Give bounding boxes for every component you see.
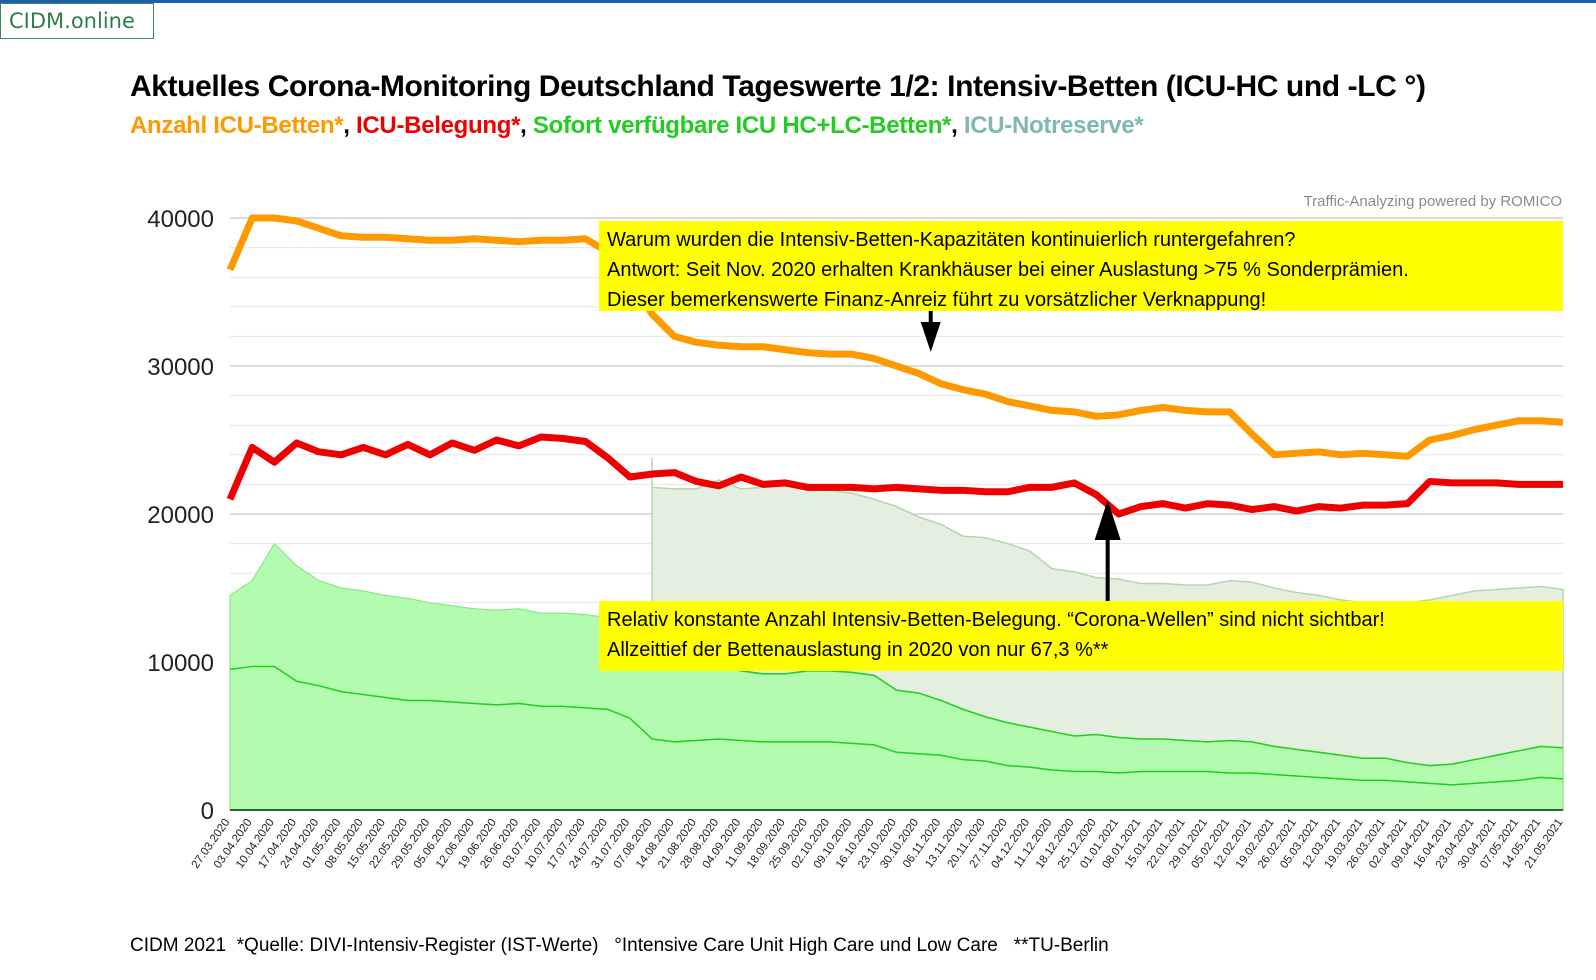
legend-icu-reserve: ICU-Notreserve* <box>963 112 1144 139</box>
y-tick-label: 0 <box>201 798 214 825</box>
legend-icu-beds: Anzahl ICU-Betten* <box>130 112 344 139</box>
annotation-bottom-line: Relativ konstante Anzahl Intensiv-Betten… <box>607 609 1385 631</box>
annotation-top-line: Antwort: Seit Nov. 2020 erhalten Krankhä… <box>607 259 1409 281</box>
credit-text: Traffic-Analyzing powered by ROMICO <box>1303 193 1562 210</box>
line-series <box>226 214 1564 786</box>
legend-subtitle: Anzahl ICU-Betten*, ICU-Belegung*, Sofor… <box>130 112 1144 140</box>
series-line-icu-beds <box>226 214 1564 460</box>
legend-separator: , <box>951 112 964 139</box>
footer-source: CIDM 2021 *Quelle: DIVI-Intensiv-Registe… <box>130 935 1109 956</box>
annotation-bottom-line: Allzeittief der Bettenauslastung in 2020… <box>607 639 1109 661</box>
series-line-icu-free <box>629 624 1564 767</box>
chart-title: Aktuelles Corona-Monitoring Deutschland … <box>130 70 1426 103</box>
annotation-arrows <box>920 311 1121 601</box>
y-tick-label: 40000 <box>147 206 214 233</box>
annotation-bottom: Relativ konstante Anzahl Intensiv-Betten… <box>599 601 1563 671</box>
y-axis-ticks: 0 10000 20000 30000 40000 <box>147 206 214 825</box>
annotation-top: Warum wurden die Intensiv-Betten-Kapazit… <box>599 221 1563 311</box>
y-tick-label: 20000 <box>147 502 214 529</box>
top-accent-bar <box>0 0 1596 3</box>
annotation-top-line: Dieser bemerkenswerte Finanz-Anreiz führ… <box>607 289 1267 311</box>
legend-separator: , <box>343 112 357 139</box>
series-line-icu-occupancy <box>226 433 1563 518</box>
y-tick-label: 10000 <box>147 650 214 677</box>
arrow-up-icon <box>1094 500 1121 540</box>
brand-logo[interactable]: CIDM.online <box>0 3 154 39</box>
y-tick-label: 30000 <box>147 354 214 381</box>
legend-separator: , <box>520 112 533 139</box>
annotation-top-line: Warum wurden die Intensiv-Betten-Kapazit… <box>607 229 1296 251</box>
legend-icu-free: Sofort verfügbare ICU HC+LC-Betten* <box>532 112 952 139</box>
arrow-down-icon <box>920 322 941 352</box>
series-line-icu-free-hc <box>229 665 1564 786</box>
x-axis-ticks: 27.03.202003.04.202010.04.202017.04.2020… <box>190 817 1566 871</box>
legend-icu-occupancy: ICU-Belegung* <box>356 112 521 139</box>
